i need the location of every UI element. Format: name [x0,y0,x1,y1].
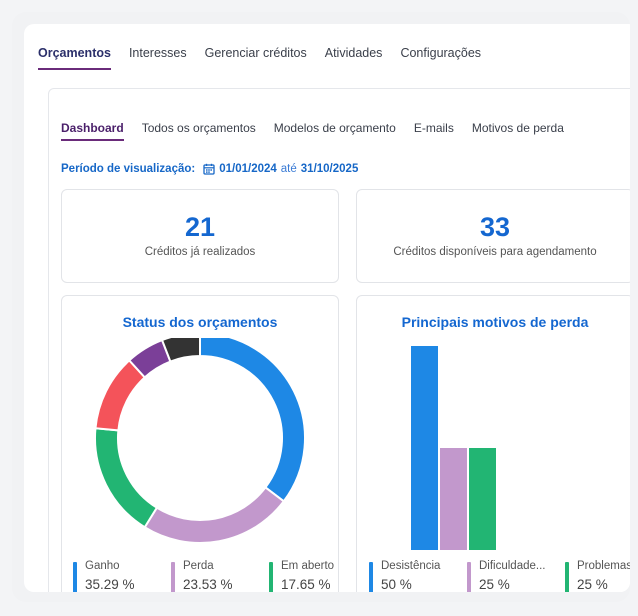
top-navigation: Orçamentos Interesses Gerenciar créditos… [38,46,481,70]
legend-swatch [467,562,471,592]
stat-card-disponiveis: 33 Créditos disponíveis para agendamento [356,189,630,283]
legend-swatch [565,562,569,592]
legend-swatch [73,562,77,592]
dashboard-panel: Dashboard Todos os orçamentos Modelos de… [48,88,630,592]
subtab-motivos-perda[interactable]: Motivos de perda [471,121,564,135]
loss-legend: Desistência 50 % Dificuldade... 25 % Pro… [369,560,630,592]
legend-name: Problemas... [577,560,630,572]
legend-item-desistencia: Desistência 50 % [369,560,455,592]
loss-chart-card: Principais motivos de perda Desistência … [356,295,630,592]
loss-chart-title: Principais motivos de perda [401,314,589,330]
bar-2[interactable] [469,448,496,550]
legend-pct: 35.29 % [85,577,135,592]
legend-name: Dificuldade... [479,560,546,572]
status-legend: Ganho 35.29 % Perda 23.53 % Em aberto 17… [73,560,355,592]
stat-label: Créditos disponíveis para agendamento [393,246,597,258]
donut-slice-em-aberto[interactable] [94,427,159,529]
legend-swatch [171,562,175,592]
legend-swatch [269,562,273,592]
legend-name: Perda [183,560,214,572]
bar-0[interactable] [411,346,438,550]
legend-item-em-aberto: Em aberto 17.65 % [269,560,355,592]
legend-item-dificuldade: Dificuldade... 25 % [467,560,553,592]
tab-orcamentos[interactable]: Orçamentos [38,46,111,70]
status-chart-card: Status dos orçamentos Ganho 35.29 % Perd… [61,295,339,592]
status-chart-title: Status dos orçamentos [122,314,278,330]
period-start-date[interactable]: 01/01/2024 [219,163,277,175]
stat-value: 33 [479,212,511,242]
subtab-dashboard[interactable]: Dashboard [61,121,124,141]
legend-item-perda: Perda 23.53 % [171,560,257,592]
tab-interesses[interactable]: Interesses [128,46,187,60]
calendar-icon[interactable] [203,163,215,175]
loss-bar-chart [411,346,496,550]
legend-pct: 50 % [381,577,412,592]
period-connector: até [280,163,297,175]
donut-slice-ganho[interactable] [199,338,306,503]
legend-pct: 17.65 % [281,577,331,592]
stat-card-realizados: 21 Créditos já realizados [61,189,339,283]
donut-slice-perda[interactable] [143,486,286,544]
legend-pct: 23.53 % [183,577,233,592]
app-frame: Orçamentos Interesses Gerenciar créditos… [12,12,630,602]
bar-1[interactable] [440,448,467,550]
legend-pct: 25 % [577,577,608,592]
legend-swatch [369,562,373,592]
legend-pct: 25 % [479,577,510,592]
tab-gerenciar-creditos[interactable]: Gerenciar créditos [204,46,307,60]
donut-slice-5[interactable] [160,338,201,363]
tab-configuracoes[interactable]: Configurações [400,46,482,60]
donut-slice-3[interactable] [94,358,147,432]
stat-label: Créditos já realizados [144,246,256,258]
subtab-modelos-orcamento[interactable]: Modelos de orçamento [273,121,396,135]
app-window: Orçamentos Interesses Gerenciar créditos… [24,24,630,592]
legend-item-problemas: Problemas... 25 % [565,560,630,592]
stat-value: 21 [184,212,216,242]
status-donut-chart [94,338,306,544]
tab-atividades[interactable]: Atividades [324,46,383,60]
legend-name: Ganho [85,560,120,572]
period-end-date[interactable]: 31/10/2025 [300,163,359,175]
subtab-todos-orcamentos[interactable]: Todos os orçamentos [141,121,256,135]
period-label: Período de visualização: [61,163,196,175]
legend-item-ganho: Ganho 35.29 % [73,560,159,592]
period-filter: Período de visualização: 01/01/2024 [61,163,358,175]
sub-navigation: Dashboard Todos os orçamentos Modelos de… [61,121,564,141]
legend-name: Desistência [381,560,441,572]
legend-name: Em aberto [281,560,335,572]
subtab-emails[interactable]: E-mails [413,121,454,135]
